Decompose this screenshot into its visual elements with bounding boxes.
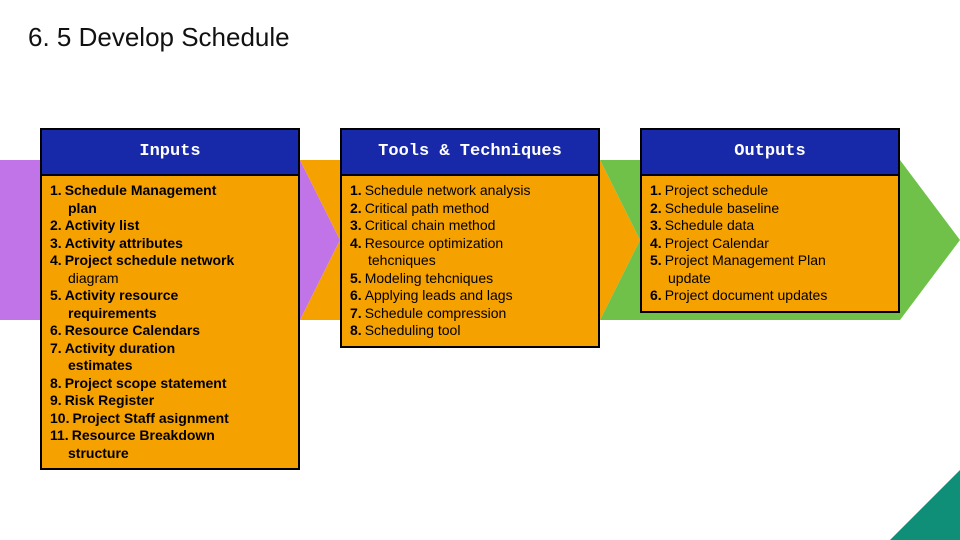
list-item: 1.Project schedule: [650, 182, 890, 200]
item-number: 3.: [650, 217, 662, 235]
item-text: Project Management Plan: [665, 252, 826, 270]
list-item: 5.Activity resource: [50, 287, 290, 305]
page-title: 6. 5 Develop Schedule: [28, 22, 290, 53]
item-sub: plan: [50, 200, 290, 218]
item-number: 3.: [350, 217, 362, 235]
item-text: Activity duration: [65, 340, 175, 358]
item-number: 5.: [350, 270, 362, 288]
item-number: 2.: [650, 200, 662, 218]
item-sub: diagram: [50, 270, 290, 288]
list-item: 10.Project Staff asignment: [50, 410, 290, 428]
item-text: Schedule data: [665, 217, 755, 235]
item-text: Activity resource: [65, 287, 179, 305]
item-text: Resource optimization: [365, 235, 504, 253]
item-sub: structure: [50, 445, 290, 463]
item-text: Project document updates: [665, 287, 828, 305]
item-text: Resource Calendars: [65, 322, 200, 340]
item-number: 1.: [650, 182, 662, 200]
corner-decoration: [890, 470, 960, 540]
item-text: Scheduling tool: [365, 322, 461, 340]
item-text: Activity list: [65, 217, 140, 235]
column-body-outputs: 1.Project schedule2.Schedule baseline3.S…: [640, 176, 900, 313]
item-text: Resource Breakdown: [72, 427, 215, 445]
item-number: 6.: [350, 287, 362, 305]
list-item: 7.Activity duration: [50, 340, 290, 358]
list-item: 5.Modeling tehcniques: [350, 270, 590, 288]
item-number: 4.: [50, 252, 62, 270]
list-item: 4.Project Calendar: [650, 235, 890, 253]
item-number: 7.: [350, 305, 362, 323]
item-number: 2.: [350, 200, 362, 218]
item-number: 11.: [50, 427, 69, 445]
column-header-tools: Tools & Techniques: [340, 128, 600, 176]
item-text: Schedule network analysis: [365, 182, 531, 200]
item-sub: tehcniques: [350, 252, 590, 270]
list-item: 5.Project Management Plan: [650, 252, 890, 270]
item-number: 6.: [50, 322, 62, 340]
column-body-tools: 1.Schedule network analysis2.Critical pa…: [340, 176, 600, 348]
item-number: 1.: [50, 182, 62, 200]
list-item: 6.Project document updates: [650, 287, 890, 305]
item-number: 5.: [650, 252, 662, 270]
list-item: 6.Applying leads and lags: [350, 287, 590, 305]
item-number: 10.: [50, 410, 69, 428]
item-text: Risk Register: [65, 392, 154, 410]
list-item: 7.Schedule compression: [350, 305, 590, 323]
item-number: 2.: [50, 217, 62, 235]
item-number: 7.: [50, 340, 62, 358]
list-item: 8.Scheduling tool: [350, 322, 590, 340]
item-number: 4.: [650, 235, 662, 253]
item-sub: update: [650, 270, 890, 288]
item-number: 4.: [350, 235, 362, 253]
item-text: Schedule compression: [365, 305, 507, 323]
column-tools: Tools & Techniques 1.Schedule network an…: [340, 128, 600, 470]
item-sub: requirements: [50, 305, 290, 323]
item-text: Activity attributes: [65, 235, 183, 253]
item-text: Project schedule network: [65, 252, 235, 270]
item-text: Project Staff asignment: [72, 410, 228, 428]
column-outputs: Outputs 1.Project schedule2.Schedule bas…: [640, 128, 900, 470]
item-number: 6.: [650, 287, 662, 305]
list-item: 6.Resource Calendars: [50, 322, 290, 340]
item-text: Critical path method: [365, 200, 490, 218]
item-text: Schedule baseline: [665, 200, 779, 218]
list-item: 9.Risk Register: [50, 392, 290, 410]
column-body-inputs: 1.Schedule Managementplan2.Activity list…: [40, 176, 300, 470]
columns-container: Inputs 1.Schedule Managementplan2.Activi…: [40, 128, 920, 470]
item-text: Applying leads and lags: [365, 287, 513, 305]
column-inputs: Inputs 1.Schedule Managementplan2.Activi…: [40, 128, 300, 470]
list-item: 3.Schedule data: [650, 217, 890, 235]
list-item: 4.Resource optimization: [350, 235, 590, 253]
item-number: 3.: [50, 235, 62, 253]
item-number: 5.: [50, 287, 62, 305]
item-sub: estimates: [50, 357, 290, 375]
item-text: Schedule Management: [65, 182, 217, 200]
list-item: 3.Activity attributes: [50, 235, 290, 253]
list-item: 11.Resource Breakdown: [50, 427, 290, 445]
list-item: 4.Project schedule network: [50, 252, 290, 270]
list-item: 8.Project scope statement: [50, 375, 290, 393]
list-item: 1.Schedule Management: [50, 182, 290, 200]
item-number: 8.: [50, 375, 62, 393]
item-text: Project scope statement: [65, 375, 227, 393]
item-text: Modeling tehcniques: [365, 270, 493, 288]
list-item: 2.Activity list: [50, 217, 290, 235]
column-header-outputs: Outputs: [640, 128, 900, 176]
item-number: 1.: [350, 182, 362, 200]
list-item: 3.Critical chain method: [350, 217, 590, 235]
item-text: Project Calendar: [665, 235, 769, 253]
item-text: Critical chain method: [365, 217, 496, 235]
item-text: Project schedule: [665, 182, 769, 200]
column-header-inputs: Inputs: [40, 128, 300, 176]
list-item: 1.Schedule network analysis: [350, 182, 590, 200]
item-number: 8.: [350, 322, 362, 340]
list-item: 2.Critical path method: [350, 200, 590, 218]
item-number: 9.: [50, 392, 62, 410]
list-item: 2.Schedule baseline: [650, 200, 890, 218]
